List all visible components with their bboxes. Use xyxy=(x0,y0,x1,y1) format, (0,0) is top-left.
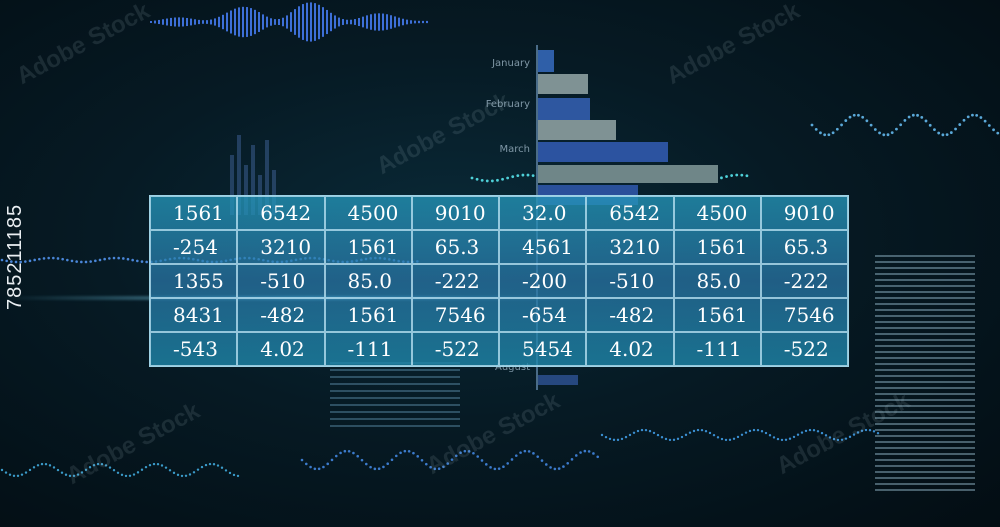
audio-waveform-top xyxy=(150,2,428,42)
table-cell: -200 xyxy=(499,264,587,298)
table-cell: 65.3 xyxy=(411,230,499,264)
data-table: 1561 6542 4500 9010 32.0 6542 4500 9010 -254 3210… xyxy=(149,195,849,367)
bar-january-blue xyxy=(538,50,554,72)
table-cell: 1355 xyxy=(150,264,238,298)
table-cell: 1561 xyxy=(324,230,412,264)
table-cell: -482 xyxy=(237,298,325,332)
table-cell: -111 xyxy=(324,332,412,366)
table-cell: 3210 xyxy=(586,230,674,264)
table-cell: 4.02 xyxy=(586,332,674,366)
table-cell: -510 xyxy=(586,264,674,298)
table-cell: 85.0 xyxy=(673,264,761,298)
table-cell: -522 xyxy=(760,332,848,366)
table-cell: 4561 xyxy=(499,230,587,264)
code-block-right xyxy=(875,255,995,495)
bar-march-blue xyxy=(538,142,668,162)
table-cell: 4500 xyxy=(673,196,761,230)
code-block-center xyxy=(330,362,480,442)
table-cell: 4500 xyxy=(324,196,412,230)
table-cell: 3210 xyxy=(237,230,325,264)
table-cell: 85.0 xyxy=(324,264,412,298)
table-cell: 6542 xyxy=(586,196,674,230)
table-cell: -482 xyxy=(586,298,674,332)
table-cell: 7546 xyxy=(760,298,848,332)
bar-august-blue xyxy=(538,375,578,385)
table-cell: -522 xyxy=(411,332,499,366)
table-cell: -254 xyxy=(150,230,238,264)
table-cell: -111 xyxy=(673,332,761,366)
table-cell: 4.02 xyxy=(237,332,325,366)
table-cell: 1561 xyxy=(673,298,761,332)
month-label-march: March xyxy=(499,144,530,155)
table-cell: 1561 xyxy=(324,298,412,332)
dotted-wave-right xyxy=(810,113,1000,137)
table-cell: -222 xyxy=(411,264,499,298)
month-label-february: February xyxy=(485,99,530,110)
bar-march-gray xyxy=(538,165,718,183)
watermark-1: Adobe Stock xyxy=(12,0,155,90)
table-cell: 1561 xyxy=(150,196,238,230)
bar-february-gray xyxy=(538,120,616,140)
month-label-january: January xyxy=(492,58,530,69)
table-cell: -510 xyxy=(237,264,325,298)
table-cell: 6542 xyxy=(237,196,325,230)
table-cell: -222 xyxy=(760,264,848,298)
dotted-wave-bottom xyxy=(300,449,600,471)
table-cell: -543 xyxy=(150,332,238,366)
dotted-wave-bottom-right xyxy=(600,428,880,442)
table-cell: 7546 xyxy=(411,298,499,332)
month-label-august: August xyxy=(495,362,530,373)
table-cell: 9010 xyxy=(411,196,499,230)
table-cell: -654 xyxy=(499,298,587,332)
table-cell: 5454 xyxy=(499,332,587,366)
table-cell: 65.3 xyxy=(760,230,848,264)
bar-january-gray xyxy=(538,74,588,94)
table-cell: 8431 xyxy=(150,298,238,332)
table-cell: 32.0 xyxy=(499,196,587,230)
bar-february-blue xyxy=(538,98,590,120)
stock-id: 785211185 xyxy=(4,203,26,310)
table-cell: 9010 xyxy=(760,196,848,230)
table-cell: 1561 xyxy=(673,230,761,264)
dotted-wave-bottom-left xyxy=(0,462,240,478)
